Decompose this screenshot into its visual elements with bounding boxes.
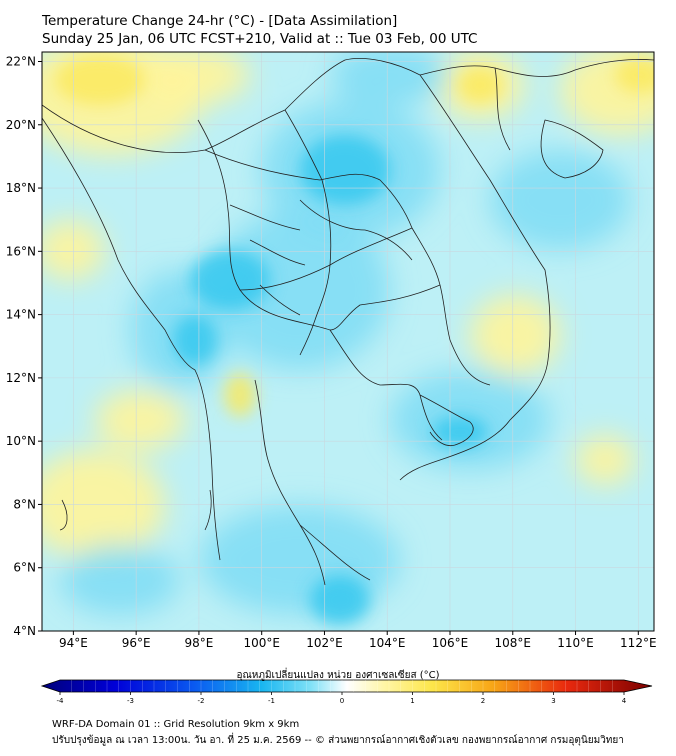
- colorbar-tick-label: 0: [340, 697, 344, 705]
- field-patches-core: [55, 55, 654, 625]
- lon-label: 108°E: [495, 636, 532, 650]
- lon-label: 104°E: [369, 636, 406, 650]
- colorbar-tick-label: -4: [57, 697, 65, 705]
- colorbar-tick-label: 4: [622, 697, 627, 705]
- lon-label: 110°E: [557, 636, 594, 650]
- lat-label: 16°N: [6, 244, 36, 258]
- colorbar-tick-label: 2: [481, 697, 485, 705]
- lat-label: 22°N: [6, 54, 36, 68]
- colorbar-label: อุณหภูมิเปลี่ยนแปลง หน่วย องศาเซลเซียส (…: [236, 670, 440, 681]
- lat-label: 10°N: [6, 434, 36, 448]
- lon-label: 102°E: [306, 636, 343, 650]
- colorbar-tick-label: -2: [198, 697, 205, 705]
- lon-label: 98°E: [184, 636, 213, 650]
- colorbar-tick-label: -1: [268, 697, 275, 705]
- colorbar-tick-label: 3: [551, 697, 555, 705]
- lat-label: 8°N: [13, 497, 36, 511]
- lat-label: 14°N: [6, 308, 36, 322]
- latitude-labels: 22°N 20°N 18°N 16°N 14°N 12°N 10°N 8°N 6°N 4°N: [6, 54, 36, 638]
- lon-label: 94°E: [59, 636, 88, 650]
- axis-ticks: [38, 60, 639, 635]
- map-title: Temperature Change 24-hr (°C) - [Data As…: [42, 13, 398, 29]
- lat-label: 18°N: [6, 181, 36, 195]
- colorbar-tick-label: 1: [410, 697, 414, 705]
- map-subtitle: Sunday 25 Jan, 06 UTC FCST+210, Valid at…: [42, 31, 478, 47]
- longitude-labels: 94°E 96°E 98°E 100°E 102°E 104°E 106°E 108°E 110…: [59, 636, 657, 650]
- footer-model-info: WRF-DA Domain 01 :: Grid Resolution 9km …: [52, 719, 300, 730]
- temperature-field: [42, 52, 654, 631]
- lon-label: 106°E: [432, 636, 469, 650]
- footer-credit: ปรับปรุงข้อมูล ณ เวลา 13:00น. วัน อา. ที…: [52, 735, 624, 746]
- field-patches-broad: [42, 52, 654, 615]
- lon-label: 100°E: [243, 636, 280, 650]
- lat-label: 12°N: [6, 371, 36, 385]
- lat-label: 6°N: [13, 561, 36, 575]
- lat-label: 4°N: [13, 624, 36, 638]
- lon-label: 112°E: [620, 636, 657, 650]
- coastlines-and-borders: [42, 57, 654, 586]
- colorbar-ticks: [59, 680, 625, 695]
- colorbar-tick-label: -3: [127, 697, 134, 705]
- colorbar-tick-labels: -4 -3 -2 -1 0 1 2 3 4: [57, 697, 627, 705]
- lon-label: 96°E: [122, 636, 151, 650]
- lat-label: 20°N: [6, 118, 36, 132]
- map-frame: [41, 51, 655, 632]
- colorbar: -4 -3 -2 -1 0 1 2 3 4: [40, 679, 653, 705]
